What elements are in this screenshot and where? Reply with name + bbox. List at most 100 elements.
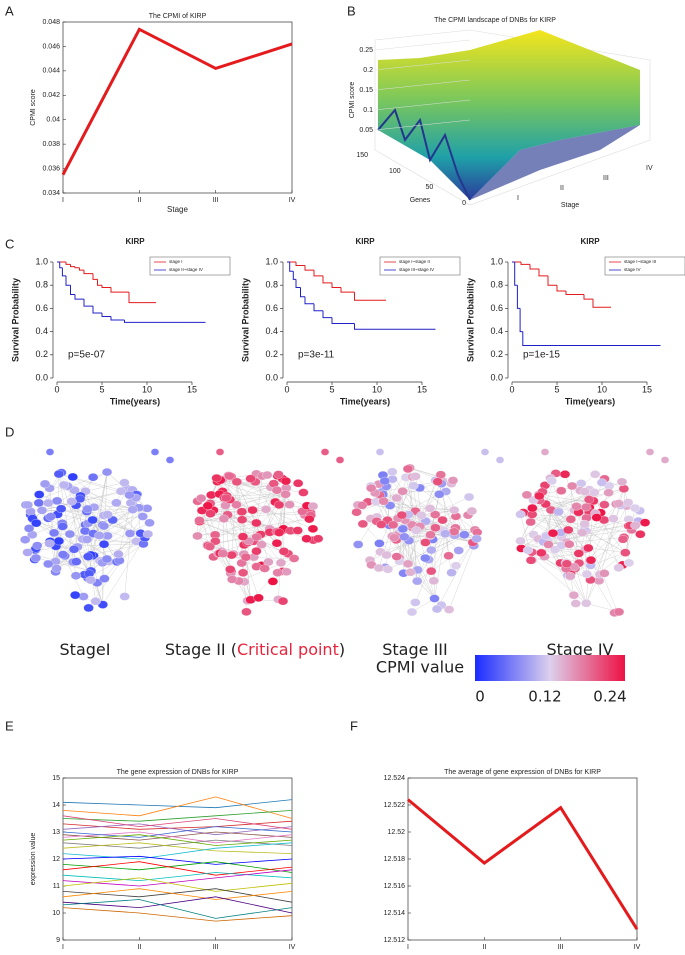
survival-step [515,262,518,285]
x-tick-label: I [62,197,64,204]
y-tick-label: 12.514 [384,910,406,917]
network-node [398,525,408,533]
network-node [576,479,586,487]
survival-step [314,270,323,276]
network-node [192,532,202,540]
network-node [403,560,413,568]
y-tick-label: 0.042 [42,92,60,99]
network-node [571,600,581,608]
data-line [63,889,292,903]
x-tick-label: I [407,944,409,950]
network-node [49,529,59,537]
network-node [83,505,93,513]
network-node [56,505,66,513]
network-node [515,537,525,545]
network-node [241,608,251,616]
network-node [526,556,536,564]
network-node [268,577,278,585]
network-node [54,470,64,478]
network-node [608,515,618,523]
network-node [40,480,50,488]
network-node [586,556,596,564]
network-edge [125,510,133,597]
legend-box [150,257,230,275]
data-line [63,878,292,892]
y-tick-label: 11 [53,883,60,890]
network-node [388,521,398,529]
network-node [238,533,248,541]
network-node [203,502,213,510]
network-node [46,449,54,456]
network-node [71,572,81,580]
network-node [566,515,576,523]
network-node [590,470,600,478]
y-tick-label: 14 [52,802,60,809]
x-tick-label: 15 [187,384,197,394]
legend-label: stage I~stage III [624,259,656,264]
network-node [614,564,624,572]
network-node [237,508,247,516]
y-tick-label: 0.046 [42,43,60,50]
y-tick-label: 1.0 [35,256,48,266]
survival-step [290,262,294,271]
network-node [459,531,469,539]
y-tick-label: 0.0 [490,372,503,382]
y-tick-label: 12.522 [384,802,406,809]
y-tick-label: 0.044 [42,68,60,75]
network-node [661,457,669,464]
network-node [432,605,442,613]
network-node [111,499,121,507]
network-node [416,511,426,519]
network-node [352,508,362,516]
panel-label: D [5,424,14,439]
y-tick-label: 0.4 [35,326,48,336]
x-tick-label: 50 [426,184,434,191]
network-node [449,528,459,536]
network-node [447,569,457,577]
network-node [218,550,228,558]
network-node [599,501,609,509]
network-node [357,501,367,509]
data-line [63,856,292,864]
x-tick-label: 5 [554,384,559,394]
chart-title: The gene expression of DNBs for KIRP [117,769,239,776]
x-tick-label: 0 [284,384,289,394]
survival-step [539,269,548,276]
network-node [420,554,430,562]
network-node [260,564,270,572]
network-node [382,551,392,559]
network-node [281,477,291,485]
network-node [577,529,587,537]
chart-title: The average of gene expression of DNBs f… [444,769,601,776]
network-node [227,551,237,559]
network-node [205,543,215,551]
network-node [86,576,96,584]
network-node [640,519,650,527]
legend-label: stage I [169,259,183,264]
p-value: p=1e-15 [523,350,560,361]
z-tick-label: 0.15 [359,87,373,94]
network-node [405,568,415,576]
network-node [624,559,634,567]
y-tick-label: 12.518 [384,856,406,863]
y-tick-label: 12 [52,856,60,863]
survival-step [517,285,520,308]
y-tick-label: 0.2 [265,349,278,359]
colorbar-tick-label: 0.24 [593,688,626,706]
legend-label: stage III~stage IV [399,267,434,272]
data-line [63,908,292,922]
survival-step [332,283,341,288]
network-node [59,481,69,489]
legend-label: stage I~stage II [399,259,430,264]
data-line [63,832,292,840]
y-tick-label: 0.8 [35,280,48,290]
survival-step [584,294,593,299]
network-node [392,553,402,561]
network-node [580,488,590,496]
x-axis-label: Time(years) [340,396,390,406]
data-line [63,816,292,830]
network-node [99,540,109,548]
network-node [71,558,81,566]
survival-step [332,318,355,324]
survival-step [548,276,557,285]
